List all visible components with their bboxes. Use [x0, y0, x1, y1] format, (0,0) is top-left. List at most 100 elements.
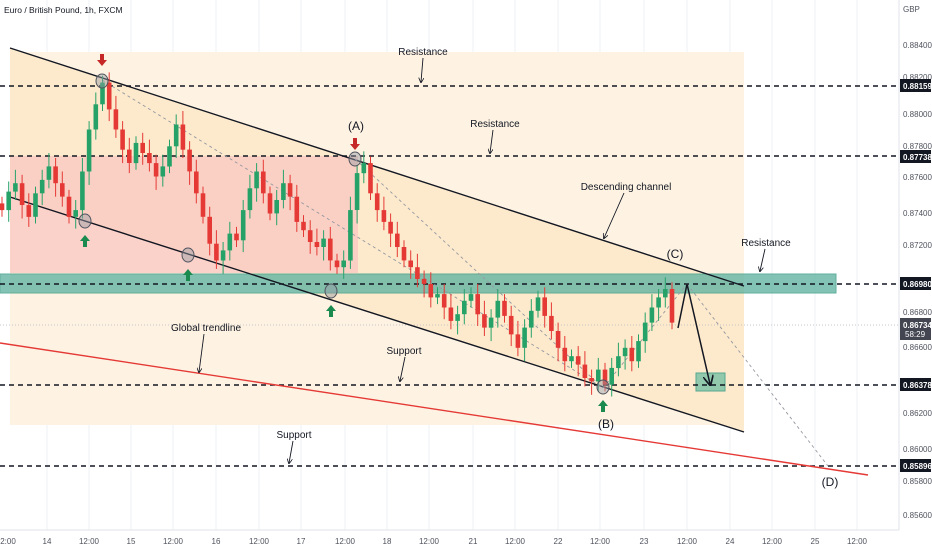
time-tick: 12:00	[163, 537, 184, 546]
price-level-boxes: 0.88159 0.87738 0.86980 0.86734 58:29 0.…	[900, 79, 932, 472]
candle-body	[529, 310, 534, 328]
candle-body	[522, 327, 527, 348]
time-tick: 12:00	[590, 537, 611, 546]
resistance-mid-label: Resistance	[470, 119, 520, 130]
pivot-marker	[348, 151, 362, 167]
last-price-label: 0.86734	[903, 321, 932, 330]
support-low-label: Support	[276, 430, 311, 441]
candle-body	[294, 196, 300, 222]
candle-body	[106, 82, 112, 110]
candle-body	[374, 193, 380, 211]
time-tick: 12:00	[419, 537, 440, 546]
candle-body	[334, 260, 340, 268]
candle-body	[194, 171, 199, 194]
price-tick: 0.86200	[903, 409, 932, 418]
candle-body	[415, 267, 420, 279]
candle-body	[46, 166, 52, 180]
candle-body	[73, 210, 78, 217]
candle-body	[314, 242, 320, 247]
candle-body	[622, 347, 628, 357]
candle-body	[401, 247, 407, 261]
price-tick: 0.85800	[903, 477, 932, 486]
candle-body	[515, 334, 521, 348]
candle-body	[328, 238, 333, 261]
projected-path	[677, 283, 710, 384]
candle-body	[160, 166, 166, 177]
resistance-top-label: Resistance	[398, 47, 448, 58]
level-box-label: 0.86980	[903, 280, 932, 289]
symbol-title[interactable]: Euro / British Pound, 1h, FXCM	[4, 5, 123, 15]
level-box-label: 0.86378	[903, 381, 932, 390]
candle-body	[281, 183, 286, 200]
candle-body	[589, 378, 594, 382]
time-axis[interactable]	[0, 530, 899, 550]
candle-body	[495, 300, 501, 318]
channel-upper-line	[9, 47, 745, 287]
candle-body	[26, 205, 32, 217]
price-tick: 0.87800	[903, 142, 932, 151]
time-tick: 16	[212, 537, 221, 546]
down-arrow-icon	[350, 138, 360, 150]
candle-body	[39, 179, 45, 194]
wave-b-label: (B)	[598, 417, 614, 431]
time-tick: 12:00	[677, 537, 698, 546]
candle-body	[488, 317, 494, 328]
price-tick: 0.87400	[903, 209, 932, 218]
resistance-right-label: Resistance	[741, 238, 791, 249]
annotation-arrows	[199, 57, 766, 463]
target-box	[695, 372, 726, 392]
candle-body	[274, 200, 279, 214]
candle-body	[616, 356, 621, 368]
candle-body	[388, 221, 393, 234]
time-tick: 22	[554, 537, 563, 546]
candle-body	[200, 193, 206, 217]
global-trendline	[0, 342, 869, 476]
candle-body	[381, 210, 387, 222]
up-arrow-icon	[183, 269, 193, 281]
candle-body	[408, 260, 413, 268]
candle-body	[19, 183, 25, 205]
candle-body	[441, 294, 447, 308]
candle-body	[80, 171, 85, 211]
candle-body	[549, 315, 554, 331]
candle-body	[562, 347, 568, 362]
candle-body	[261, 171, 266, 194]
candle-body	[60, 183, 65, 197]
candle-body	[66, 196, 72, 217]
price-tick: 0.86600	[903, 343, 932, 352]
price-tick: 0.86000	[903, 445, 932, 454]
candle-body	[100, 82, 105, 105]
candle-body	[428, 284, 434, 298]
up-arrow-icon	[326, 305, 336, 317]
candle-body	[321, 238, 326, 247]
candle-body	[435, 294, 440, 298]
candle-body	[267, 193, 273, 214]
candle-body	[354, 173, 360, 210]
candle-body	[234, 233, 239, 241]
candle-body	[53, 166, 58, 184]
candle-body	[508, 315, 514, 335]
level-box-label: 0.85896	[903, 462, 932, 471]
candle-body	[127, 149, 132, 163]
candle-body	[301, 221, 306, 231]
candle-body	[636, 341, 641, 362]
price-tick: 0.86800	[903, 308, 932, 317]
candle-body	[173, 124, 179, 147]
candle-body	[448, 307, 454, 321]
candle-body	[167, 146, 172, 167]
up-arrow-icon	[80, 235, 90, 247]
price-tick: 0.87600	[903, 173, 932, 182]
candle-body	[13, 183, 18, 192]
candle-body	[113, 109, 119, 130]
candle-body	[535, 297, 541, 311]
candle-body	[542, 297, 547, 316]
time-tick: 2:00	[0, 537, 16, 546]
candle-body	[287, 183, 293, 197]
candle-body	[140, 142, 145, 153]
price-tick-labels: 0.88400 0.88200 0.88000 0.87800 0.87600 …	[903, 41, 932, 520]
up-arrow-icon	[598, 400, 608, 412]
pivot-marker	[596, 379, 610, 395]
support-mid-label: Support	[386, 346, 421, 357]
candle-body	[133, 142, 139, 164]
